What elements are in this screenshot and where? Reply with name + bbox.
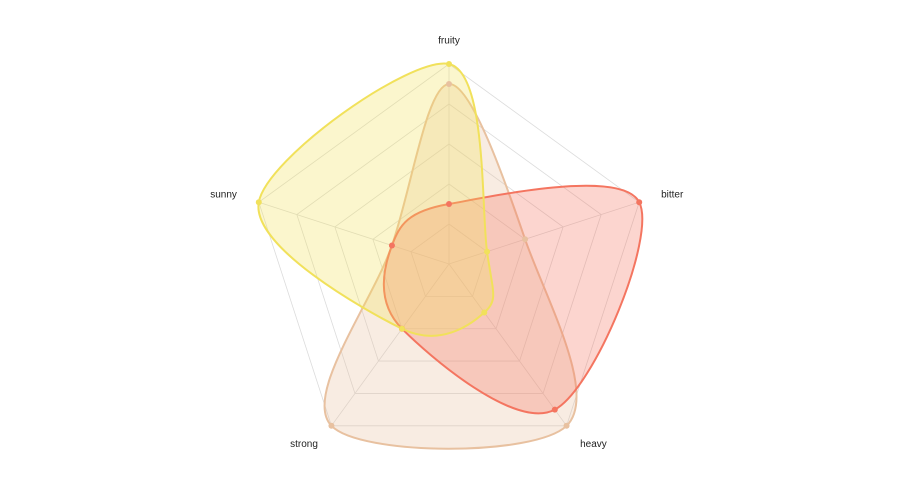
grid-spoke-bitter: [448, 201, 640, 265]
axis-label-strong: strong: [290, 439, 318, 450]
series-dot-2-strong: [398, 325, 405, 332]
series-dot-2-sunny: [255, 199, 262, 206]
radar-grid: [258, 63, 640, 427]
series-dot-0-heavy: [563, 422, 570, 429]
series-dot-2-heavy: [481, 309, 488, 316]
radar-dots-layer: [255, 61, 643, 429]
series-dot-0-fruity: [446, 81, 452, 87]
grid-ring-1: [410, 223, 488, 297]
radar-axis-labels: fruity bitter heavy strong sunny: [210, 36, 684, 450]
axis-label-bitter: bitter: [661, 190, 684, 201]
series-area-2: [257, 62, 495, 337]
radar-series-layer: [257, 62, 644, 450]
series-dot-1-bitter: [636, 199, 643, 206]
grid-spoke-strong: [331, 263, 450, 427]
axis-label-fruity: fruity: [438, 36, 460, 47]
grid-spoke-heavy: [448, 263, 567, 427]
series-dot-1-sunny: [388, 242, 395, 249]
series-dot-0-bitter: [522, 236, 529, 243]
series-dot-1-heavy: [551, 406, 558, 413]
grid-spoke-sunny: [258, 201, 450, 265]
series-dot-1-fruity: [446, 201, 452, 207]
series-dot-0-strong: [328, 422, 335, 429]
series-area-1: [382, 184, 644, 415]
axis-label-heavy: heavy: [580, 439, 607, 450]
series-dot-2-bitter: [484, 248, 491, 255]
grid-ring-4: [296, 103, 602, 394]
axis-label-sunny: sunny: [210, 190, 237, 201]
grid-ring-5: [258, 63, 640, 427]
grid-ring-3: [334, 143, 564, 362]
series-dot-2-fruity: [446, 61, 452, 67]
series-area-0: [323, 82, 578, 450]
grid-ring-2: [372, 183, 526, 330]
